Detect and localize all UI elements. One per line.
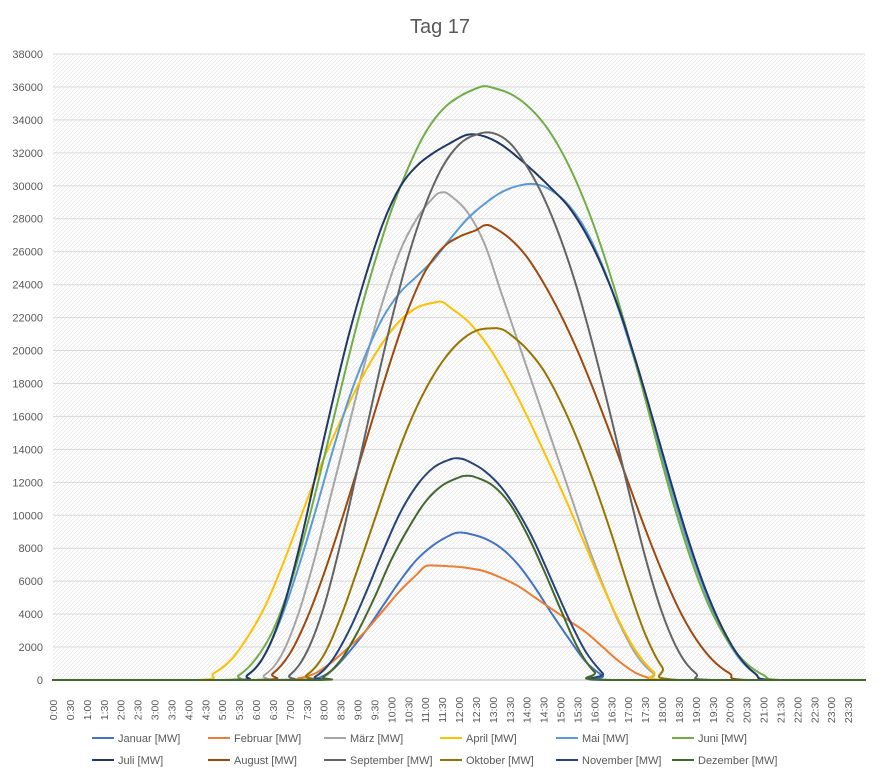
x-tick-label: 23:00 (826, 697, 838, 723)
x-tick-label: 1:30 (99, 700, 111, 721)
y-tick-label: 36000 (12, 82, 43, 94)
x-tick-label: 18:00 (657, 697, 669, 723)
x-tick-label: 20:00 (725, 697, 737, 723)
series-line-oktober-mw (52, 327, 866, 682)
x-tick-label: 8:30 (336, 700, 348, 721)
x-tick-label: 9:00 (353, 700, 365, 721)
y-tick-label: 14000 (12, 444, 43, 456)
y-tick-label: 10000 (12, 510, 43, 522)
y-tick-label: 20000 (12, 346, 43, 358)
legend-label-august-mw: August [MW] (234, 755, 297, 767)
x-tick-label: 6:30 (268, 700, 280, 721)
y-tick-label: 16000 (12, 411, 43, 423)
y-tick-label: 12000 (12, 477, 43, 489)
x-tick-label: 5:30 (234, 700, 246, 721)
x-tick-label: 15:30 (572, 697, 584, 723)
y-tick-label: 2000 (19, 642, 43, 654)
y-tick-label: 18000 (12, 378, 43, 390)
series-layer (52, 85, 866, 682)
y-tick-label: 38000 (12, 49, 43, 61)
y-tick-label: 30000 (12, 181, 43, 193)
series-line-november-mw (52, 457, 866, 681)
x-tick-label: 15:00 (556, 697, 568, 723)
series-line-juni-mw (52, 85, 866, 682)
x-tick-label: 17:30 (640, 697, 652, 723)
x-tick-label: 2:30 (133, 700, 145, 721)
legend-label-april-mw: April [MW] (466, 733, 517, 745)
x-tick-label: 19:00 (691, 697, 703, 723)
x-tick-label: 14:00 (522, 697, 534, 723)
x-tick-label: 22:00 (792, 697, 804, 723)
x-tick-label: 11:30 (437, 697, 449, 723)
x-axis-ticks: 0:00 0:30 1:00 1:30 2:00 2:30 3:00 3:30 4:00 4:30… (48, 697, 855, 723)
series-line-mai-mw (52, 182, 866, 682)
x-tick-label: 9:30 (369, 700, 381, 721)
y-tick-label: 8000 (19, 543, 43, 555)
x-tick-label: 11:00 (420, 697, 432, 723)
x-tick-label: 1:00 (82, 700, 94, 721)
series-line-september-mw (52, 131, 866, 682)
legend-label-dezember-mw: Dezember [MW] (698, 755, 777, 767)
x-tick-label: 7:30 (302, 700, 314, 721)
legend-label-juni-mw: Juni [MW] (698, 733, 747, 745)
x-tick-label: 0:00 (48, 700, 60, 721)
x-tick-label: 12:00 (454, 697, 466, 723)
y-tick-label: 34000 (12, 115, 43, 127)
series-line-april-mw (52, 300, 866, 682)
series-line-juli-mw (52, 133, 866, 682)
y-tick-label: 22000 (12, 313, 43, 325)
x-tick-label: 13:00 (488, 697, 500, 723)
x-tick-label: 18:30 (674, 697, 686, 723)
x-tick-label: 5:00 (217, 700, 229, 721)
x-tick-label: 23:30 (843, 697, 855, 723)
y-tick-label: 26000 (12, 247, 43, 259)
x-tick-label: 6:00 (251, 700, 263, 721)
x-tick-label: 10:30 (403, 697, 415, 723)
grid-layer (53, 53, 865, 681)
legend-label-juli-mw: Juli [MW] (118, 755, 163, 767)
legend-label-märz-mw: März [MW] (350, 733, 403, 745)
x-tick-label: 21:00 (759, 697, 771, 723)
y-tick-label: 0 (37, 675, 43, 687)
legend-label-mai-mw: Mai [MW] (582, 733, 628, 745)
x-tick-label: 19:30 (708, 697, 720, 723)
legend-label-oktober-mw: Oktober [MW] (466, 755, 534, 767)
y-tick-label: 32000 (12, 148, 43, 160)
plot-area-background (53, 54, 865, 680)
x-tick-label: 16:00 (589, 697, 601, 723)
legend-label-november-mw: November [MW] (582, 755, 661, 767)
x-tick-label: 2:00 (116, 700, 128, 721)
x-tick-label: 16:30 (606, 697, 618, 723)
x-tick-label: 0:30 (65, 700, 77, 721)
x-tick-label: 20:30 (742, 697, 754, 723)
x-tick-label: 22:30 (809, 697, 821, 723)
y-tick-label: 28000 (12, 214, 43, 226)
x-tick-label: 12:30 (471, 697, 483, 723)
x-tick-label: 4:30 (200, 700, 212, 721)
y-tick-label: 4000 (19, 609, 43, 621)
x-tick-label: 21:30 (775, 697, 787, 723)
x-tick-label: 7:00 (285, 700, 297, 721)
x-tick-label: 10:00 (386, 697, 398, 723)
legend-label-januar-mw: Januar [MW] (118, 733, 180, 745)
legend: Januar [MW] Februar [MW] März [MW] April [M… (92, 733, 777, 767)
legend-label-februar-mw: Februar [MW] (234, 733, 301, 745)
legend-label-september-mw: September [MW] (350, 755, 433, 767)
series-line-dezember-mw (52, 474, 866, 681)
x-tick-label: 3:30 (166, 700, 178, 721)
x-tick-label: 17:00 (623, 697, 635, 723)
y-tick-label: 24000 (12, 280, 43, 292)
y-axis-ticks: 0 2000 4000 6000 8000 10000 12000 14000 16000 180… (12, 49, 43, 687)
x-tick-label: 14:30 (539, 697, 551, 723)
series-line-august-mw (52, 223, 866, 682)
x-tick-label: 3:00 (150, 700, 162, 721)
x-tick-label: 13:30 (505, 697, 517, 723)
chart-title: Tag 17 (410, 16, 470, 38)
x-tick-label: 8:00 (319, 700, 331, 721)
y-tick-label: 6000 (19, 576, 43, 588)
x-tick-label: 4:00 (183, 700, 195, 721)
